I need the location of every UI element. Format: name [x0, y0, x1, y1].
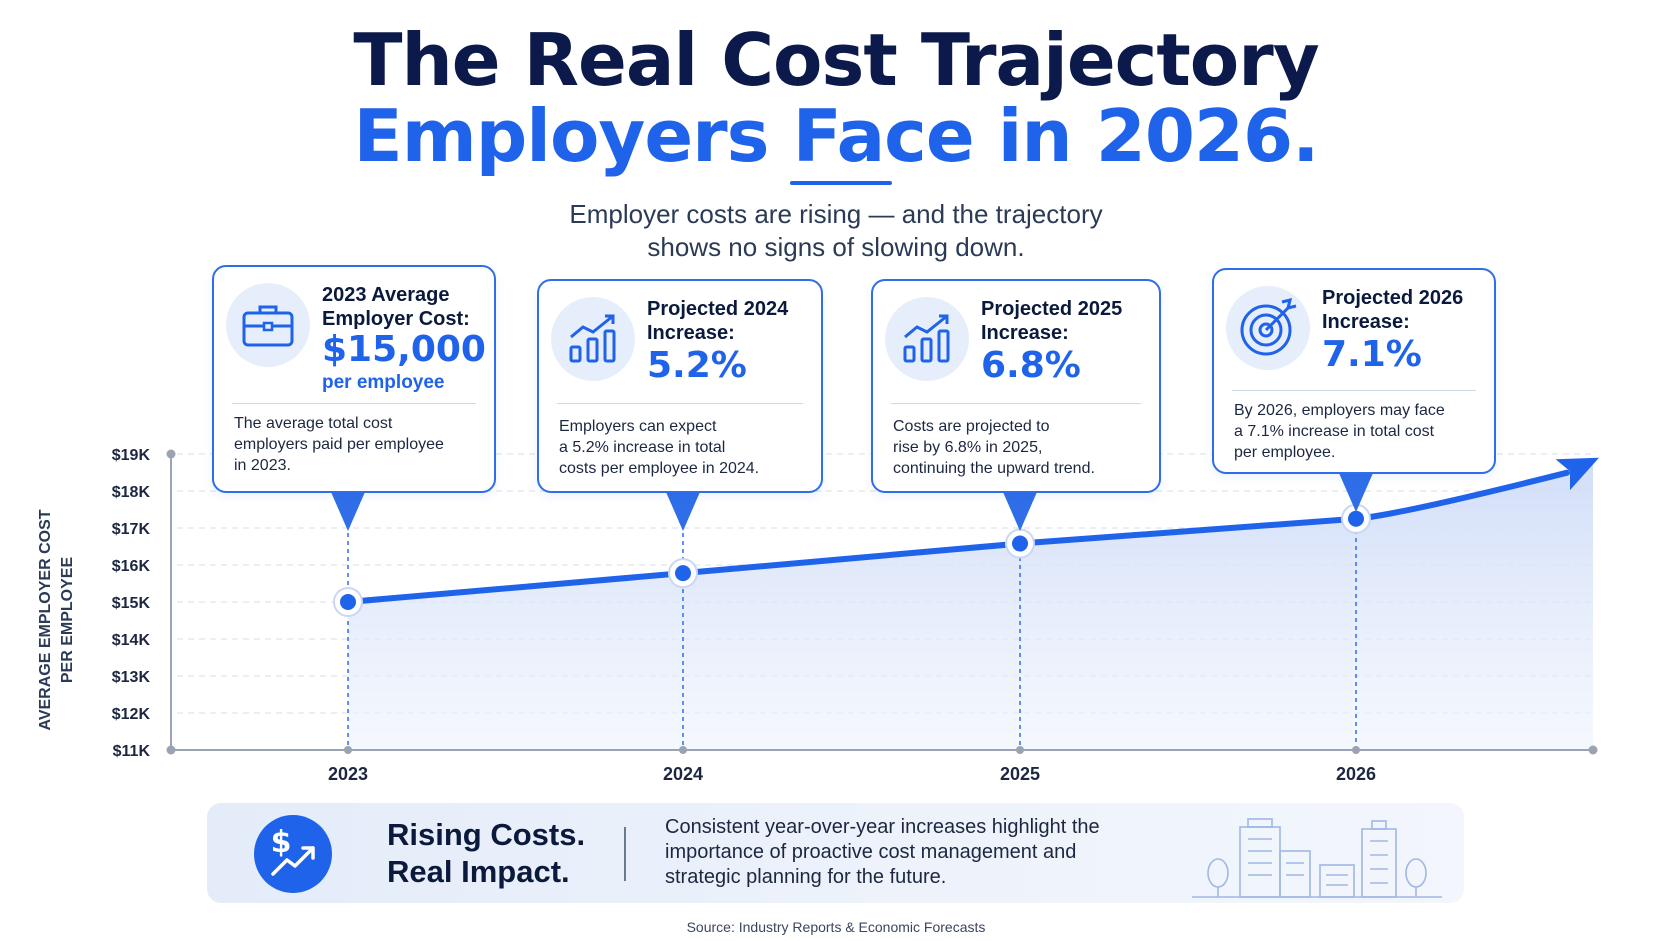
x-tick-label: 2025 [1000, 764, 1040, 784]
data-point [340, 594, 356, 610]
card-divider [232, 403, 476, 404]
source-note: Source: Industry Reports & Economic Fore… [686, 919, 986, 935]
data-point [1348, 510, 1364, 527]
card-value-sub: per employee [322, 372, 445, 393]
card-label-line1: Projected 2024 [647, 298, 789, 320]
card-value: 5.2% [647, 345, 747, 386]
card-pointer [1339, 473, 1373, 512]
y-axis-label-line2: PER EMPLOYEE [59, 557, 76, 684]
card-desc-line3: continuing the upward trend. [893, 460, 1095, 477]
card-pointer [331, 492, 365, 531]
x-axis-tick-dot [679, 746, 687, 754]
card-desc-line1: The average total cost [234, 415, 393, 432]
y-tick-label: $16K [112, 558, 151, 575]
card-2024-projection: Projected 2024 Increase: 5.2% Employers … [537, 279, 823, 493]
card-desc-line3: in 2023. [234, 457, 291, 474]
data-point [675, 565, 691, 582]
card-divider [891, 403, 1141, 404]
x-axis-tick-dot [344, 746, 352, 754]
svg-text:$: $ [271, 826, 292, 860]
x-tick-label: 2024 [663, 764, 703, 784]
card-desc-line3: costs per employee in 2024. [559, 460, 760, 477]
data-point [1012, 535, 1028, 552]
y-tick-label: $18K [112, 484, 151, 501]
x-tick-label: 2023 [328, 764, 368, 784]
footer-desc-line3: strategic planning for the future. [665, 866, 947, 888]
area-fill [348, 461, 1593, 750]
card-desc-line1: Employers can expect [559, 418, 717, 435]
card-desc-line1: Costs are projected to [893, 418, 1050, 435]
y-axis-end-dot [166, 449, 176, 459]
card-label-line1: 2023 Average [322, 284, 450, 306]
footer-divider [624, 827, 626, 881]
y-tick-label: $13K [112, 669, 151, 686]
y-axis-label-line1: AVERAGE EMPLOYER COST [37, 509, 54, 730]
growth-chart-icon [885, 297, 969, 381]
card-desc-line3: per employee. [1234, 444, 1336, 461]
footer-title-line1: Rising Costs. [387, 817, 586, 852]
card-desc-line2: a 5.2% increase in total [559, 439, 726, 456]
card-desc-line1: By 2026, employers may face [1234, 402, 1445, 419]
card-value: 7.1% [1322, 334, 1422, 375]
card-pointer [1003, 492, 1037, 531]
footer-desc-line2: importance of proactive cost management … [665, 841, 1077, 863]
y-tick-label: $17K [112, 521, 151, 538]
cost-trajectory-chart: $11K $12K $13K $14K $15K $16K $17K $18K $19K 2023… [37, 447, 1599, 784]
dollar-growth-icon: $ [254, 815, 332, 893]
card-2023-average-cost: 2023 Average Employer Cost: $15,000 per … [212, 265, 496, 493]
card-pointer [666, 492, 700, 531]
trend-arrow-head [1555, 457, 1599, 491]
card-label-line2: Increase: [1322, 311, 1410, 333]
card-label-line1: Projected 2025 [981, 298, 1123, 320]
origin-dot [166, 745, 176, 755]
card-divider [1232, 390, 1476, 391]
x-tick-label: 2026 [1336, 764, 1376, 784]
card-desc-line2: employers paid per employee [234, 436, 444, 453]
y-tick-label: $19K [112, 447, 151, 464]
page-title-line2: Employers Face in 2026. [353, 94, 1320, 178]
card-label-line2: Increase: [981, 322, 1069, 344]
growth-chart-icon [551, 297, 635, 381]
card-label-line2: Employer Cost: [322, 308, 470, 330]
y-tick-label: $12K [112, 706, 151, 723]
card-2026-projection: Projected 2026 Increase: 7.1% By 2026, e… [1212, 268, 1496, 474]
footer-title-line2: Real Impact. [387, 854, 570, 889]
x-axis-end-dot [1588, 745, 1598, 755]
card-value: $15,000 [322, 329, 486, 370]
card-label-line1: Projected 2026 [1322, 287, 1464, 309]
footer-banner: $ Rising Costs. Real Impact. Consistent … [207, 803, 1464, 903]
card-divider [557, 403, 803, 404]
card-label-line2: Increase: [647, 322, 735, 344]
y-tick-label: $14K [112, 632, 151, 649]
card-2025-projection: Projected 2025 Increase: 6.8% Costs are … [871, 279, 1161, 493]
x-axis-tick-dot [1016, 746, 1024, 754]
card-value: 6.8% [981, 345, 1081, 386]
card-desc-line2: a 7.1% increase in total cost [1234, 423, 1435, 440]
x-axis-tick-dot [1352, 746, 1360, 754]
y-tick-label: $15K [112, 595, 151, 612]
title-underline [790, 181, 892, 185]
subtitle-line2: shows no signs of slowing down. [647, 232, 1025, 262]
briefcase-icon [226, 283, 310, 367]
card-desc-line2: rise by 6.8% in 2025, [893, 439, 1043, 456]
subtitle-line1: Employer costs are rising — and the traj… [569, 199, 1103, 229]
city-skyline-icon [1192, 818, 1442, 898]
target-icon [1226, 286, 1310, 370]
footer-desc-line1: Consistent year-over-year increases high… [665, 816, 1100, 838]
page-title-line1: The Real Cost Trajectory [353, 18, 1319, 102]
y-tick-label: $11K [113, 743, 151, 760]
